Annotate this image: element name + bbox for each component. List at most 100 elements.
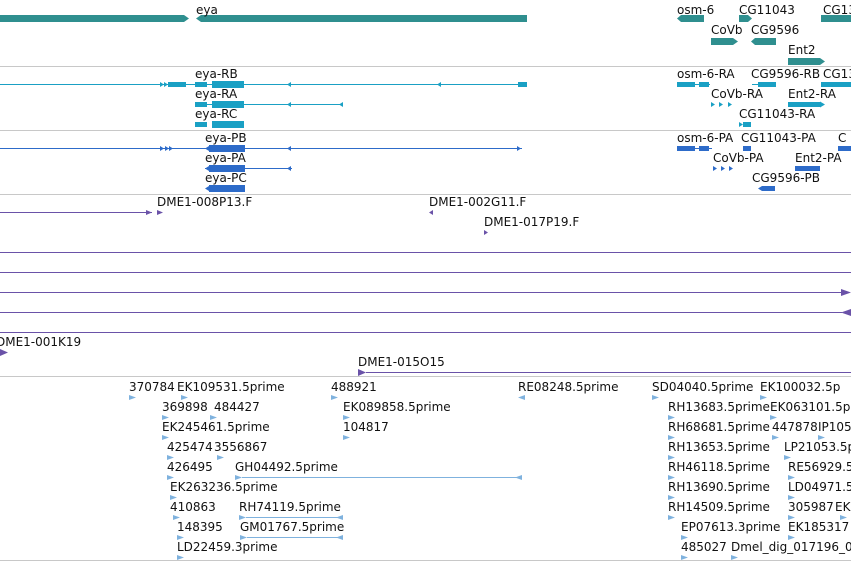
est-feature[interactable] bbox=[668, 435, 675, 440]
protein-label: eya-PB bbox=[205, 131, 247, 145]
protein-feature-c[interactable] bbox=[838, 146, 851, 151]
gene-feature-cg11043[interactable] bbox=[739, 15, 752, 22]
gene-feature-ent2[interactable] bbox=[788, 58, 825, 65]
est-feature[interactable] bbox=[668, 495, 675, 500]
est-label: RH14509.5prime bbox=[668, 500, 770, 514]
clone-feature-dme1-015o15[interactable] bbox=[358, 369, 366, 376]
transcript-track: eya-RB eya-RA eya-RC osm-6-RA CG9596-RB … bbox=[0, 67, 851, 128]
est-feature[interactable] bbox=[173, 515, 180, 520]
transcript-feature-ent2-ra[interactable] bbox=[788, 102, 820, 107]
est-feature[interactable] bbox=[129, 395, 136, 400]
est-feature[interactable] bbox=[668, 415, 675, 420]
est-label: 369898 bbox=[162, 400, 208, 414]
est-feature[interactable] bbox=[210, 415, 217, 420]
est-feature[interactable] bbox=[760, 395, 767, 400]
transcript-feature-cg9596-rb[interactable] bbox=[758, 82, 776, 87]
transcript-label: CG9596-RB bbox=[751, 67, 820, 81]
est-feature[interactable] bbox=[177, 535, 184, 540]
clone-track: DME1-008P13.F DME1-002G11.F DME1-017P19.… bbox=[0, 195, 851, 376]
est-label: 484427 bbox=[214, 400, 260, 414]
clone-label: DME1-015O15 bbox=[358, 355, 445, 369]
protein-feature-eya-pb[interactable] bbox=[209, 145, 245, 152]
est-label: 305987 bbox=[788, 500, 834, 514]
clone-feature-dme1-002g11[interactable] bbox=[429, 210, 433, 215]
est-feature[interactable] bbox=[788, 515, 795, 520]
est-feature[interactable] bbox=[772, 435, 779, 440]
transcript-feature-osm-6-ra[interactable] bbox=[677, 82, 695, 87]
est-feature[interactable] bbox=[167, 455, 174, 460]
est-feature[interactable] bbox=[181, 395, 188, 400]
est-feature[interactable] bbox=[235, 475, 242, 480]
est-feature[interactable] bbox=[681, 535, 688, 540]
est-label: SD04040.5prime bbox=[652, 380, 753, 394]
protein-feature-eya-pa[interactable] bbox=[209, 165, 245, 172]
est-feature[interactable] bbox=[681, 555, 688, 560]
est-feature[interactable] bbox=[788, 495, 795, 500]
protein-feature-cg9596-pb[interactable] bbox=[762, 186, 775, 191]
transcript-label: CG11043-RA bbox=[739, 107, 816, 121]
gene-label: CG13 bbox=[823, 3, 851, 17]
gene-label: CG11043 bbox=[739, 3, 795, 17]
est-feature[interactable] bbox=[331, 395, 338, 400]
gene-feature-covb[interactable] bbox=[711, 38, 738, 45]
est-feature[interactable] bbox=[770, 415, 777, 420]
est-feature[interactable] bbox=[217, 455, 224, 460]
clone-feature-dme1-008p13[interactable] bbox=[146, 210, 152, 215]
protein-feature-ent2-pa[interactable] bbox=[795, 166, 820, 171]
est-feature[interactable] bbox=[167, 475, 174, 480]
transcript-feature-eya-rb[interactable] bbox=[168, 82, 186, 87]
clone-feature-dme1-017p19[interactable] bbox=[484, 230, 488, 235]
est-feature[interactable] bbox=[668, 455, 675, 460]
est-label: 148395 bbox=[177, 520, 223, 534]
est-label: RH13653.5prime bbox=[668, 440, 770, 454]
est-feature[interactable] bbox=[818, 435, 825, 440]
protein-label: C bbox=[838, 131, 846, 145]
transcript-feature-cg13[interactable] bbox=[821, 82, 851, 87]
gene-feature-osm-6[interactable] bbox=[677, 15, 704, 22]
protein-feature-osm-6-pa[interactable] bbox=[677, 146, 695, 151]
est-feature[interactable] bbox=[668, 475, 675, 480]
est-label: IP105 bbox=[818, 420, 851, 434]
transcript-label: eya-RA bbox=[195, 87, 238, 101]
protein-label: eya-PA bbox=[205, 151, 247, 165]
est-feature[interactable] bbox=[518, 395, 525, 400]
est-feature[interactable] bbox=[162, 435, 169, 440]
est-label: 425474 bbox=[167, 440, 213, 454]
protein-label: osm-6-PA bbox=[677, 131, 734, 145]
protein-feature-covb-pa[interactable] bbox=[713, 166, 717, 171]
est-feature[interactable] bbox=[668, 515, 675, 520]
est-feature[interactable] bbox=[343, 415, 350, 420]
est-label: 410863 bbox=[170, 500, 216, 514]
est-feature[interactable] bbox=[177, 555, 184, 560]
est-label: EK100032.5p bbox=[760, 380, 840, 394]
est-feature[interactable] bbox=[788, 475, 795, 480]
est-feature[interactable] bbox=[162, 415, 169, 420]
est-feature[interactable] bbox=[784, 455, 791, 460]
transcript-feature-eya-rc[interactable] bbox=[195, 122, 207, 127]
est-label: EK263236.5prime bbox=[170, 480, 278, 494]
protein-feature-eya-pc[interactable] bbox=[209, 185, 245, 192]
est-feature[interactable] bbox=[788, 535, 795, 540]
est-feature[interactable] bbox=[239, 515, 246, 520]
est-feature[interactable] bbox=[731, 555, 738, 560]
protein-track: eya-PB eya-PA eya-PC osm-6-PA CG11043-PA… bbox=[0, 131, 851, 192]
transcript-feature-covb-ra[interactable] bbox=[711, 102, 715, 107]
gene-feature-eya[interactable] bbox=[196, 15, 527, 22]
clone-label: DME1-008P13.F bbox=[157, 195, 252, 209]
gene-feature-cg13[interactable] bbox=[821, 15, 851, 22]
transcript-feature-cg11043-ra[interactable] bbox=[739, 122, 743, 127]
est-feature[interactable] bbox=[652, 395, 659, 400]
est-label: RH13683.5prime bbox=[668, 400, 770, 414]
est-label: RH46118.5prime bbox=[668, 460, 770, 474]
est-label: 426495 bbox=[167, 460, 213, 474]
est-feature[interactable] bbox=[240, 535, 247, 540]
transcript-feature-eya-ra[interactable] bbox=[195, 102, 207, 107]
est-label: LD04971.5 bbox=[788, 480, 851, 494]
gene-feature-eya-left[interactable] bbox=[0, 15, 189, 22]
est-feature[interactable] bbox=[840, 515, 847, 520]
gene-feature-cg9596[interactable] bbox=[751, 38, 776, 45]
clone-feature-dme1-001k19[interactable] bbox=[0, 349, 8, 356]
est-feature[interactable] bbox=[170, 495, 177, 500]
protein-feature-cg11043-pa[interactable] bbox=[743, 146, 751, 151]
est-feature[interactable] bbox=[343, 435, 350, 440]
